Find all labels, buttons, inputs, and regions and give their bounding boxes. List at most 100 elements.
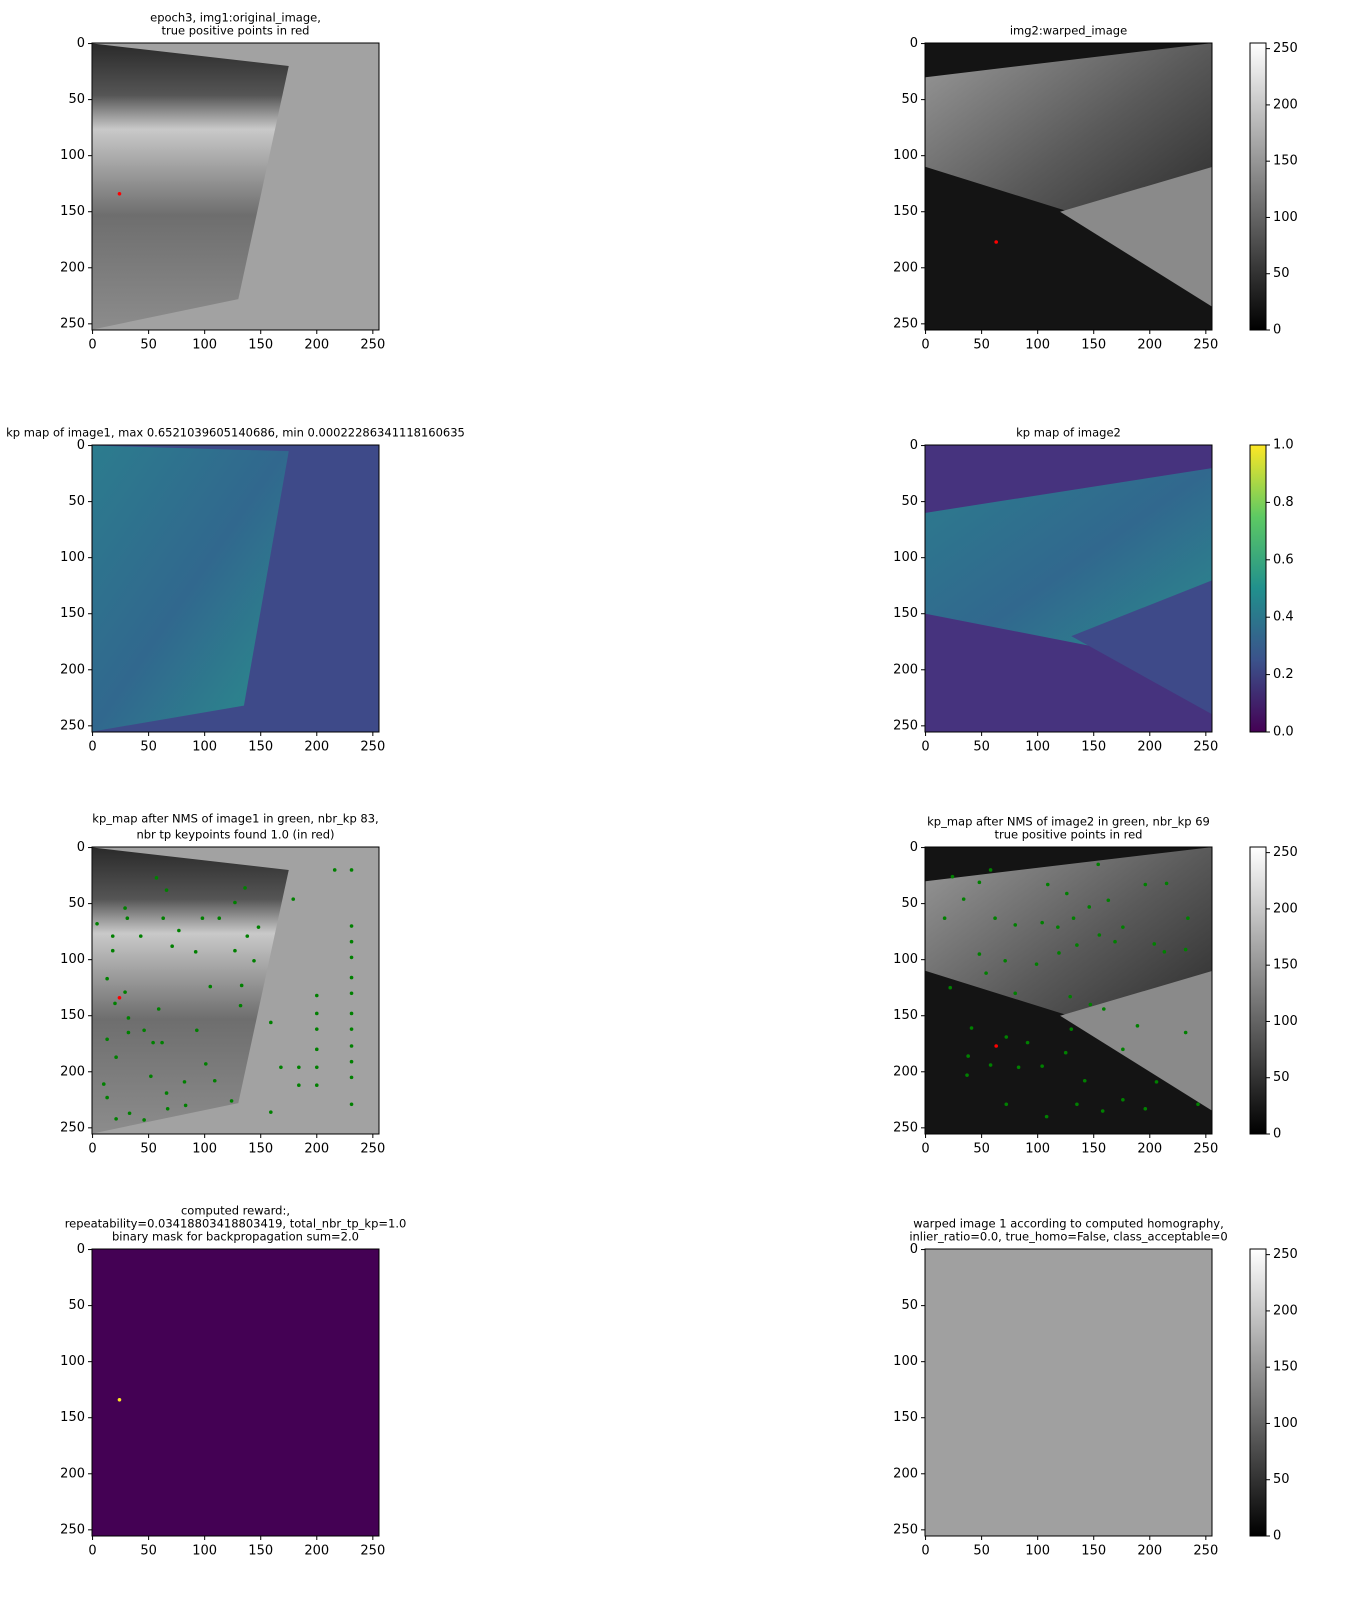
axes-title: warped image 1 according to computed hom…: [913, 1217, 1224, 1231]
y-tick-label: 200: [60, 662, 85, 677]
x-tick-label: 50: [973, 740, 990, 755]
y-tick-label: 50: [68, 494, 85, 509]
keypoint: [1102, 1007, 1106, 1011]
y-tick-label: 0: [910, 438, 918, 453]
keypoint: [217, 916, 222, 920]
keypoint: [349, 955, 354, 960]
keypoint: [1065, 891, 1069, 896]
x-tick-label: 200: [304, 1544, 329, 1559]
keypoint: [252, 958, 256, 963]
colorbar: [1249, 42, 1267, 331]
keypoint: [193, 950, 198, 954]
y-tick-label: 200: [893, 1064, 918, 1079]
keypoint: [164, 1091, 169, 1095]
y-tick-label: 100: [60, 148, 85, 163]
keypoint: [1025, 1040, 1030, 1045]
keypoint: [1164, 881, 1169, 886]
keypoint: [203, 1062, 208, 1066]
keypoint: [1183, 1030, 1188, 1035]
y-tick-label: 150: [60, 204, 85, 219]
keypoint: [1121, 1098, 1125, 1102]
keypoint: [182, 1080, 187, 1084]
x-tick-label: 150: [1081, 740, 1106, 755]
x-tick-label: 250: [1193, 1142, 1218, 1157]
keypoint: [160, 1040, 164, 1045]
x-tick-label: 200: [1137, 1142, 1162, 1157]
axes-title: kp_map after NMS of image1 in green, nbr…: [92, 812, 378, 826]
image: [925, 445, 1212, 732]
axes-title: true positive points in red: [995, 828, 1143, 842]
x-tick-label: 150: [1081, 1142, 1106, 1157]
keypoint: [994, 1044, 998, 1048]
x-tick-label: 0: [88, 740, 96, 755]
colorbar: [1249, 444, 1267, 733]
x-tick-label: 250: [360, 1142, 385, 1157]
keypoint: [349, 991, 354, 996]
keypoint: [349, 975, 354, 980]
y-tick-label: 200: [893, 260, 918, 275]
axes-frame: [91, 444, 380, 733]
keypoint: [117, 1397, 122, 1402]
colorbar-tick-label: 0.6: [1273, 552, 1294, 567]
keypoint: [1045, 882, 1050, 887]
keypoint: [1196, 1102, 1200, 1107]
keypoint: [1087, 905, 1092, 909]
x-tick-label: 100: [192, 740, 217, 755]
keypoint: [183, 1103, 188, 1108]
keypoint: [123, 990, 127, 994]
axes-title: computed reward:,: [181, 1204, 290, 1218]
axes-frame: [924, 42, 1213, 331]
y-tick-label: 200: [60, 260, 85, 275]
y-tick-label: 50: [68, 1298, 85, 1313]
x-tick-label: 50: [973, 1544, 990, 1559]
y-tick-label: 100: [893, 148, 918, 163]
x-tick-label: 0: [921, 1142, 929, 1157]
keypoint: [117, 191, 122, 196]
x-tick-label: 200: [304, 1142, 329, 1157]
keypoint: [297, 1065, 301, 1070]
colorbar-tick-label: 0.2: [1273, 667, 1294, 682]
keypoint: [165, 1106, 170, 1111]
colorbar-tick-label: 200: [1273, 97, 1298, 112]
x-tick-label: 150: [248, 1142, 273, 1157]
keypoint: [349, 868, 354, 872]
image-region: [1071, 580, 1212, 715]
keypoint: [1016, 1065, 1021, 1070]
keypoint: [110, 934, 115, 938]
keypoint: [1044, 1114, 1049, 1119]
x-tick-label: 150: [248, 1544, 273, 1559]
keypoint: [127, 1111, 132, 1116]
colorbar-tick-label: 50: [1273, 1070, 1290, 1085]
y-tick-label: 200: [893, 662, 918, 677]
axes-title: binary mask for backpropagation sum=2.0: [112, 1230, 359, 1244]
y-tick-label: 250: [893, 316, 918, 331]
image-region: [1060, 167, 1212, 307]
keypoint: [993, 916, 997, 920]
x-tick-label: 100: [192, 1544, 217, 1559]
keypoint: [233, 948, 237, 953]
axes-frame: [91, 42, 380, 331]
y-tick-label: 50: [901, 896, 918, 911]
keypoint: [170, 944, 174, 949]
keypoint: [1186, 916, 1190, 920]
keypoint: [164, 888, 169, 892]
axes-title: true positive points in red: [162, 24, 310, 38]
keypoint: [123, 906, 127, 910]
keypoint: [233, 900, 237, 905]
x-tick-label: 0: [921, 338, 929, 353]
image: [92, 43, 379, 330]
axes-title: inlier_ratio=0.0, true_homo=False, class…: [909, 1230, 1227, 1244]
colorbar-tick-label: 50: [1273, 1472, 1290, 1487]
axes-frame: [924, 846, 1213, 1135]
colorbar-tick-label: 0.4: [1273, 610, 1294, 625]
keypoint: [1097, 933, 1102, 937]
y-tick-label: 150: [60, 606, 85, 621]
keypoint: [965, 1073, 969, 1077]
keypoint: [142, 1118, 146, 1122]
keypoint: [1121, 1047, 1125, 1052]
keypoint: [349, 1011, 354, 1016]
keypoint: [125, 916, 130, 920]
colorbar-tick-label: 0: [1273, 1127, 1281, 1142]
